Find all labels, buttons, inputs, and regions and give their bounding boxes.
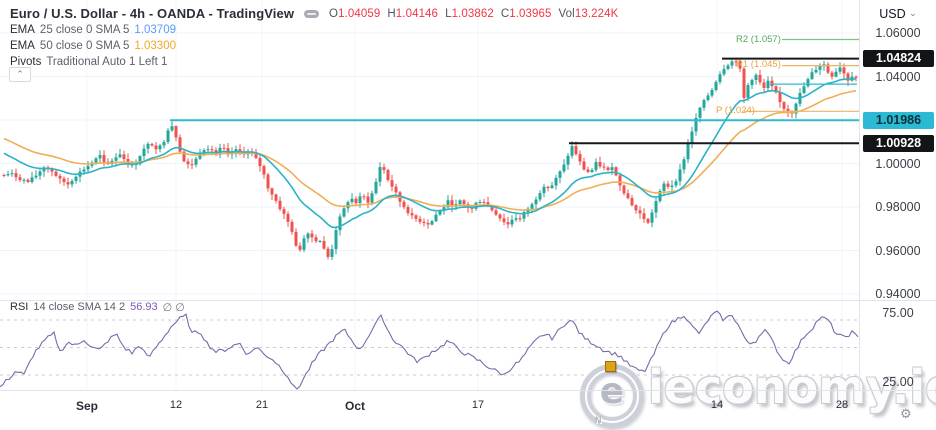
price-scale-currency[interactable]: USD ⌄ xyxy=(879,7,917,21)
rsi-empty-values: ∅ ∅ xyxy=(162,302,185,314)
ema50-value: 1.03300 xyxy=(134,40,176,52)
time-axis-label: 28 xyxy=(835,399,849,411)
price-tick-label: 0.94000 xyxy=(875,287,921,301)
price-scale[interactable]: USD ⌄ 1.06000 1.04000 1.00000 0.98000 0.9600… xyxy=(859,0,936,390)
pivots-legend[interactable]: Pivots Traditional Auto 1 Left 1 xyxy=(10,56,167,68)
time-axis[interactable]: Sep 12 21 Oct 17 14 28 xyxy=(0,390,936,430)
collapse-indicators-button[interactable]: ⌃ xyxy=(9,67,31,82)
close-value: C1.03965 xyxy=(500,7,552,20)
ema25-name: EMA xyxy=(10,24,35,36)
ema25-params: 25 close 0 SMA 5 xyxy=(39,24,130,36)
chevron-up-icon: ⌃ xyxy=(16,69,24,79)
ema50-params: 50 close 0 SMA 5 xyxy=(39,40,130,52)
rsi-value: 56.93 xyxy=(130,301,158,313)
open-value: O1.04059 xyxy=(329,7,381,20)
price-tick-label: 1.00000 xyxy=(875,156,921,171)
rsi-tick-label: 25.00 xyxy=(882,374,914,389)
price-level-badge[interactable]: 1.00928 xyxy=(863,134,934,152)
high-value: H1.04146 xyxy=(387,7,439,20)
rsi-params: 14 close SMA 14 2 xyxy=(33,301,126,313)
time-axis-label: 14 xyxy=(710,399,724,411)
ema25-legend[interactable]: EMA 25 close 0 SMA 5 1.03709 xyxy=(10,24,176,36)
legend-collapse-icon[interactable] xyxy=(304,9,320,18)
price-tick-label: 1.06000 xyxy=(875,26,921,40)
time-axis-label: 12 xyxy=(169,399,183,411)
chevron-down-icon: ⌄ xyxy=(909,8,917,18)
time-axis-label: 21 xyxy=(255,399,269,411)
gear-icon[interactable]: ⚙ xyxy=(900,406,912,421)
rsi-tick-label: 75.00 xyxy=(882,306,914,321)
symbol-legend[interactable]: Euro / U.S. Dollar - 4h - OANDA - Tradin… xyxy=(10,6,618,21)
ohlc-values: O1.04059 H1.04146 L1.03862 C1.03965 Vol1… xyxy=(329,8,618,20)
ema50-name: EMA xyxy=(10,40,35,52)
pivot-p-label: P (1.024) xyxy=(716,105,755,116)
symbol-title: Euro / U.S. Dollar - 4h - OANDA - Tradin… xyxy=(10,6,295,21)
price-tick-label: 0.98000 xyxy=(875,200,921,214)
ema25-value: 1.03709 xyxy=(134,24,176,36)
time-axis-label: 17 xyxy=(471,399,485,411)
pivot-r1-label: R1 (1.045) xyxy=(736,59,781,70)
low-value: L1.03862 xyxy=(445,7,494,20)
ema50-legend[interactable]: EMA 50 close 0 SMA 5 1.03300 xyxy=(10,40,176,52)
price-level-badge[interactable]: 1.04824 xyxy=(863,50,934,68)
price-tick-label: 1.04000 xyxy=(875,69,921,84)
rsi-legend[interactable]: RSI 14 close SMA 14 2 56.93 ∅ ∅ xyxy=(10,301,185,314)
volume-value: Vol13.224K xyxy=(558,7,619,20)
pivots-params: Traditional Auto 1 Left 1 xyxy=(46,56,168,68)
rsi-name: RSI xyxy=(10,301,29,313)
pivot-r2-label: R2 (1.057) xyxy=(736,34,781,45)
time-axis-label: Oct xyxy=(344,399,366,413)
time-axis-label: Sep xyxy=(75,399,99,413)
price-level-badge[interactable]: 1.01986 xyxy=(863,111,934,129)
price-tick-label: 0.96000 xyxy=(875,243,921,258)
pivots-name: Pivots xyxy=(10,56,42,68)
